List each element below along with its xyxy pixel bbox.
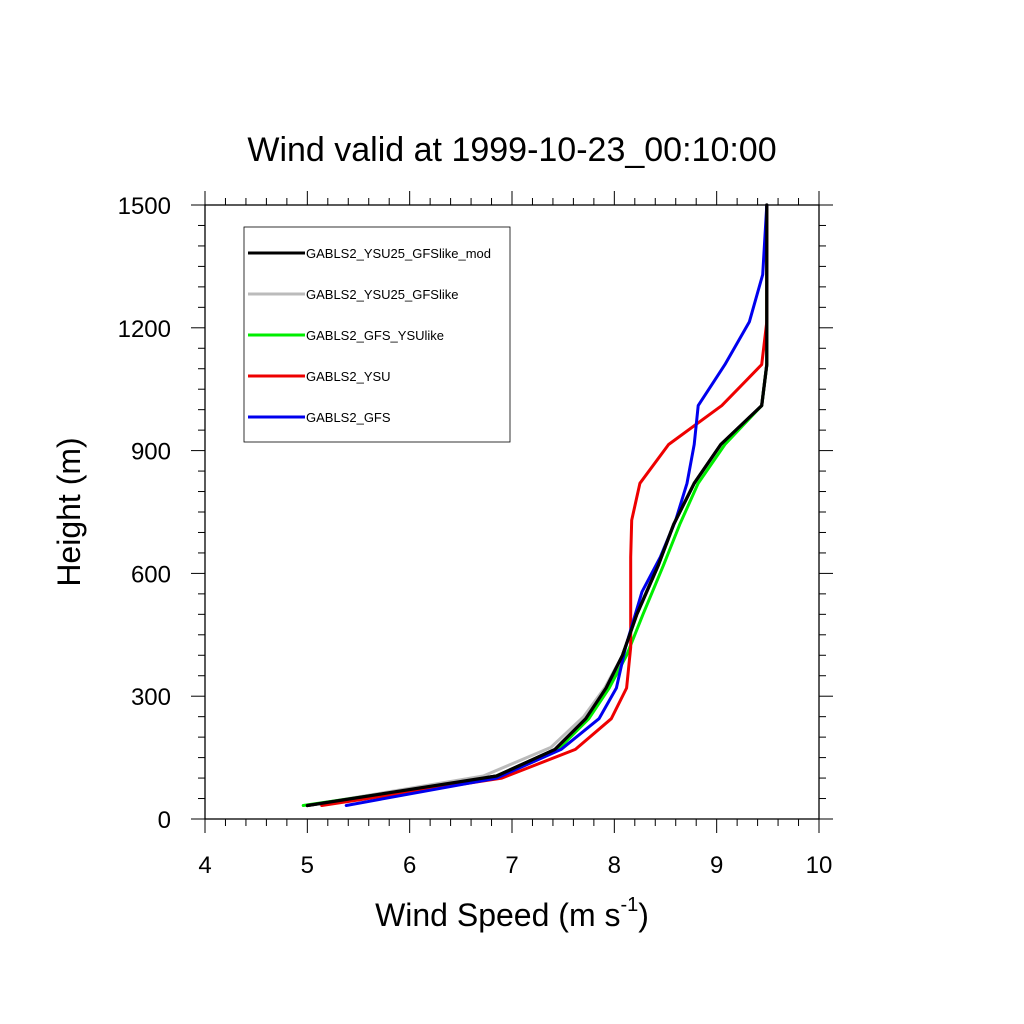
x-tick-label: 9 — [710, 852, 723, 879]
legend-label: GABLS2_YSU25_GFSlike_mod — [306, 246, 491, 261]
axes: 4 5 6 7 8 9 10 0 300 600 900 1200 1500 — [118, 191, 833, 879]
x-axis-label-end: ) — [638, 897, 649, 933]
x-axis-label-superscript: -1 — [620, 894, 638, 916]
y-tick-label: 900 — [131, 439, 171, 466]
x-tick-label: 7 — [505, 852, 518, 879]
x-tick-label: 8 — [608, 852, 621, 879]
series-line-1-overlay — [305, 203, 769, 808]
legend-label: GABLS2_YSU25_GFSlike — [306, 287, 458, 302]
y-tick-label: 300 — [131, 684, 171, 711]
y-tick-label: 1500 — [118, 193, 171, 220]
chart-title: Wind valid at 1999-10-23_00:10:00 — [247, 131, 776, 169]
x-tick-label: 5 — [301, 852, 314, 879]
legend-label: GABLS2_GFS — [306, 410, 391, 425]
y-tick-label: 600 — [131, 561, 171, 588]
series-layer — [301, 203, 769, 808]
x-tick-label: 10 — [806, 852, 833, 879]
legend-label: GABLS2_GFS_YSUlike — [306, 328, 444, 343]
x-tick-label: 4 — [198, 852, 211, 879]
legend-label: GABLS2_YSU — [306, 369, 391, 384]
y-axis-label: Height (m) — [51, 437, 87, 586]
x-tick-label: 6 — [403, 852, 416, 879]
series-line-4 — [320, 203, 769, 807]
legend: GABLS2_YSU25_GFSlike_mod GABLS2_YSU25_GFS… — [243, 226, 511, 443]
y-tick-label: 0 — [158, 807, 171, 834]
x-axis-label: Wind Speed (m s-1) — [375, 894, 649, 933]
y-tick-label: 1200 — [118, 316, 171, 343]
x-axis-label-main: Wind Speed (m s — [375, 897, 620, 933]
